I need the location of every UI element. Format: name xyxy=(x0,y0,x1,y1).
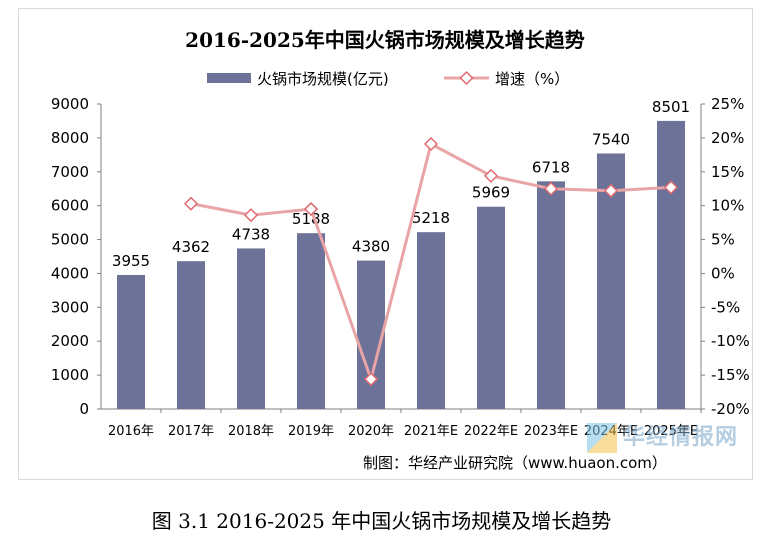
growth-point xyxy=(603,183,619,198)
bar-data-label: 8501 xyxy=(652,98,690,116)
bar xyxy=(297,233,325,409)
chart-title: 2016-2025年中国火锅市场规模及增长趋势 xyxy=(185,28,585,52)
y-left-tick-label: 3000 xyxy=(51,298,89,316)
source-note: 制图：华经产业研究院（www.huaon.com） xyxy=(363,454,667,472)
x-tick-label: 2023年E xyxy=(524,424,578,439)
y-right-tick-label: -20% xyxy=(711,400,750,418)
bar-data-label: 3955 xyxy=(112,252,150,270)
growth-point xyxy=(423,136,439,152)
legend-line-label: 增速（%） xyxy=(495,70,569,88)
watermark-text: 华经情报网 xyxy=(623,425,739,450)
y-right-tick-label: 5% xyxy=(711,231,735,249)
y-right-tick-label: 15% xyxy=(711,163,744,181)
bar-data-label: 7540 xyxy=(592,130,630,148)
y-left-tick-label: 8000 xyxy=(51,129,89,147)
legend-line-marker xyxy=(459,70,474,86)
watermark-logo-mark xyxy=(587,423,617,453)
x-tick-label: 2017年 xyxy=(168,424,214,439)
bar xyxy=(117,274,145,409)
bar xyxy=(177,261,205,409)
bar-data-label: 4380 xyxy=(352,238,390,256)
y-left-tick-label: 6000 xyxy=(51,197,89,215)
bar-labels: 3955 4362 4738 5188 4380 5218 5969 6718 7540 8501 xyxy=(112,98,690,270)
bar-data-label: 5969 xyxy=(472,184,510,202)
figure-caption: 图 3.1 2016-2025 年中国火锅市场规模及增长趋势 xyxy=(151,509,612,533)
x-tick-label: 2019年 xyxy=(288,424,334,439)
y-right-tick-label: -15% xyxy=(711,366,750,384)
chart-frame: 2016-2025年中国火锅市场规模及增长趋势 火锅市场规模(亿元) 增速（%）… xyxy=(18,8,753,480)
growth-point xyxy=(243,208,259,223)
x-tick-label: 2018年 xyxy=(228,424,274,439)
bar xyxy=(657,120,685,409)
y-left-tick-label: 0 xyxy=(79,400,89,418)
y-left-tick-label: 9000 xyxy=(51,95,89,113)
x-tick-label: 2021年E xyxy=(404,424,458,439)
bar xyxy=(477,206,505,409)
y-right-tick-label: 0% xyxy=(711,264,735,282)
chart-svg: 2016-2025年中国火锅市场规模及增长趋势 火锅市场规模(亿元) 增速（%）… xyxy=(51,28,750,472)
x-tick-label: 2016年 xyxy=(108,424,154,439)
bar-data-label: 4738 xyxy=(232,225,270,243)
bar-data-label: 6718 xyxy=(532,158,570,176)
bar xyxy=(537,181,565,409)
bar xyxy=(237,248,265,409)
x-tick-label: 2020年 xyxy=(348,424,394,439)
legend-bar-label: 火锅市场规模(亿元) xyxy=(257,70,389,88)
y-left-tick-label: 4000 xyxy=(51,264,89,282)
growth-line-series xyxy=(183,136,679,387)
bar-data-label: 5188 xyxy=(292,210,330,228)
growth-point xyxy=(183,196,199,211)
x-tick-label: 2022年E xyxy=(464,424,518,439)
axes: 0 1000 2000 3000 4000 5000 6000 7000 8000 9000 -20… xyxy=(51,95,750,418)
y-right-tick-label: -5% xyxy=(711,298,740,316)
legend-bar-swatch xyxy=(207,73,251,83)
growth-point xyxy=(303,201,319,217)
watermark-logo: 华经情报网 xyxy=(587,419,757,475)
growth-point xyxy=(663,180,679,195)
x-tick-labels: 2016年 2017年 2018年 2019年 2020年 2021年E 2022年E 202… xyxy=(108,409,702,439)
growth-point xyxy=(543,181,559,196)
bar xyxy=(417,232,445,409)
y-right-tick-label: -10% xyxy=(711,332,750,350)
y-left-tick-label: 7000 xyxy=(51,163,89,181)
x-tick-label: 2025年E xyxy=(644,424,698,439)
y-right-tick-label: 20% xyxy=(711,129,744,147)
y-left-tick-label: 1000 xyxy=(51,366,89,384)
y-right-tick-label: 25% xyxy=(711,95,744,113)
y-left-tick-label: 2000 xyxy=(51,332,89,350)
growth-point xyxy=(483,168,499,183)
bar-data-label: 5218 xyxy=(412,209,450,227)
legend: 火锅市场规模(亿元) 增速（%） xyxy=(207,70,569,88)
growth-point xyxy=(363,372,379,387)
bar-data-label: 4362 xyxy=(172,238,210,256)
y-right-tick-label: 10% xyxy=(711,197,744,215)
y-left-tick-label: 5000 xyxy=(51,231,89,249)
